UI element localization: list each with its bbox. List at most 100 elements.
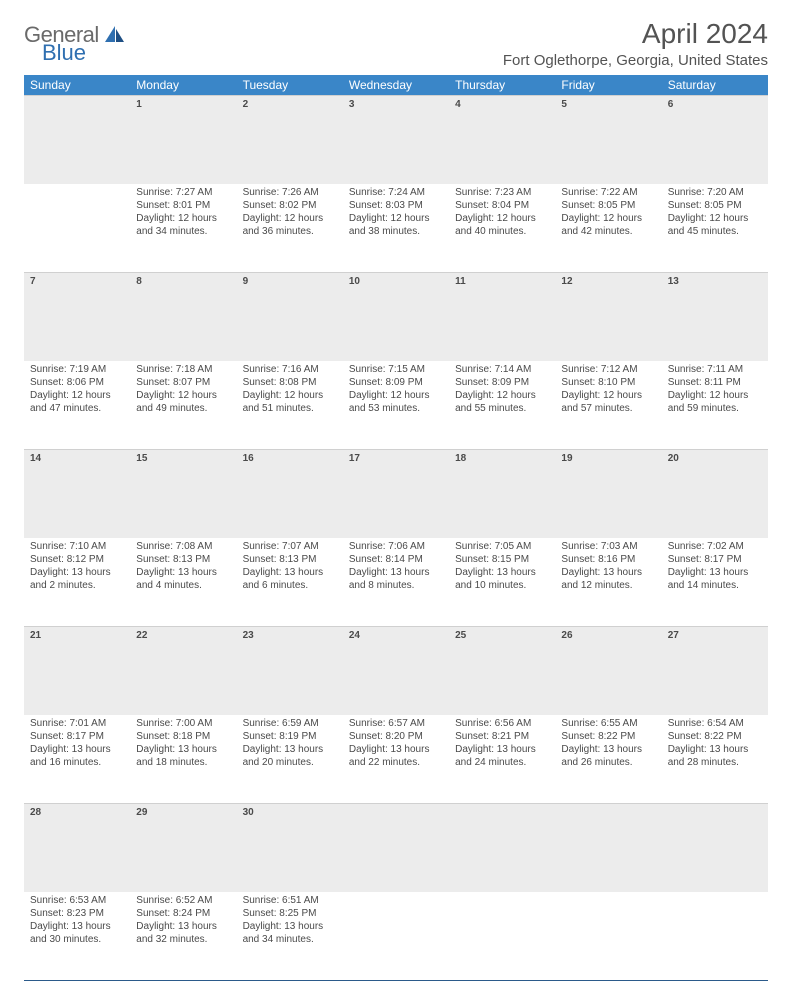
day-number-row: 21222324252627: [24, 627, 768, 716]
day-cell: Sunrise: 6:57 AMSunset: 8:20 PMDaylight:…: [343, 715, 449, 804]
sunset-line: Sunset: 8:01 PM: [136, 199, 230, 212]
day-cell: Sunrise: 7:19 AMSunset: 8:06 PMDaylight:…: [24, 361, 130, 450]
day-cell: Sunrise: 7:02 AMSunset: 8:17 PMDaylight:…: [662, 538, 768, 627]
sunrise-line: Sunrise: 7:01 AM: [30, 717, 124, 730]
day-cell: Sunrise: 7:14 AMSunset: 8:09 PMDaylight:…: [449, 361, 555, 450]
sunset-line: Sunset: 8:03 PM: [349, 199, 443, 212]
day-number: 6: [662, 96, 768, 185]
sunrise-line: Sunrise: 7:23 AM: [455, 186, 549, 199]
day-number: 23: [237, 627, 343, 716]
day-cell: Sunrise: 7:23 AMSunset: 8:04 PMDaylight:…: [449, 184, 555, 273]
week-row: Sunrise: 6:53 AMSunset: 8:23 PMDaylight:…: [24, 892, 768, 981]
day1-line: Daylight: 13 hours: [668, 743, 762, 756]
day-number: 3: [343, 96, 449, 185]
day-number: 21: [24, 627, 130, 716]
sunrise-line: Sunrise: 7:24 AM: [349, 186, 443, 199]
day-cell: [662, 892, 768, 981]
day-cell: Sunrise: 6:52 AMSunset: 8:24 PMDaylight:…: [130, 892, 236, 981]
day-number-row: 14151617181920: [24, 450, 768, 539]
sunrise-line: Sunrise: 7:10 AM: [30, 540, 124, 553]
day1-line: Daylight: 12 hours: [136, 389, 230, 402]
day-cell: Sunrise: 7:08 AMSunset: 8:13 PMDaylight:…: [130, 538, 236, 627]
sunset-line: Sunset: 8:12 PM: [30, 553, 124, 566]
day-header-row: Sunday Monday Tuesday Wednesday Thursday…: [24, 75, 768, 96]
day-number: 7: [24, 273, 130, 362]
day1-line: Daylight: 12 hours: [455, 389, 549, 402]
day-cell: [343, 892, 449, 981]
day-number: 1: [130, 96, 236, 185]
day2-line: and 38 minutes.: [349, 225, 443, 238]
sunrise-line: Sunrise: 7:16 AM: [243, 363, 337, 376]
sunrise-line: Sunrise: 7:08 AM: [136, 540, 230, 553]
sunset-line: Sunset: 8:25 PM: [243, 907, 337, 920]
day-cell: Sunrise: 6:54 AMSunset: 8:22 PMDaylight:…: [662, 715, 768, 804]
week-row: Sunrise: 7:01 AMSunset: 8:17 PMDaylight:…: [24, 715, 768, 804]
day-cell: Sunrise: 7:01 AMSunset: 8:17 PMDaylight:…: [24, 715, 130, 804]
day-cell: Sunrise: 7:12 AMSunset: 8:10 PMDaylight:…: [555, 361, 661, 450]
sunset-line: Sunset: 8:15 PM: [455, 553, 549, 566]
sunrise-line: Sunrise: 7:19 AM: [30, 363, 124, 376]
day-number: 27: [662, 627, 768, 716]
day-cell: Sunrise: 7:18 AMSunset: 8:07 PMDaylight:…: [130, 361, 236, 450]
day-header: Friday: [555, 75, 661, 96]
title-block: April 2024 Fort Oglethorpe, Georgia, Uni…: [503, 18, 768, 75]
day-cell: Sunrise: 7:00 AMSunset: 8:18 PMDaylight:…: [130, 715, 236, 804]
sunrise-line: Sunrise: 7:15 AM: [349, 363, 443, 376]
day-number: 26: [555, 627, 661, 716]
day-number: 5: [555, 96, 661, 185]
day2-line: and 32 minutes.: [136, 933, 230, 946]
day-cell: Sunrise: 7:24 AMSunset: 8:03 PMDaylight:…: [343, 184, 449, 273]
day-cell: Sunrise: 7:07 AMSunset: 8:13 PMDaylight:…: [237, 538, 343, 627]
day2-line: and 57 minutes.: [561, 402, 655, 415]
day-cell: Sunrise: 7:05 AMSunset: 8:15 PMDaylight:…: [449, 538, 555, 627]
day1-line: Daylight: 13 hours: [30, 920, 124, 933]
sunrise-line: Sunrise: 7:26 AM: [243, 186, 337, 199]
day1-line: Daylight: 12 hours: [243, 212, 337, 225]
day-cell: Sunrise: 7:11 AMSunset: 8:11 PMDaylight:…: [662, 361, 768, 450]
day-number: [449, 804, 555, 893]
day-cell: Sunrise: 7:20 AMSunset: 8:05 PMDaylight:…: [662, 184, 768, 273]
day-number: 19: [555, 450, 661, 539]
day2-line: and 30 minutes.: [30, 933, 124, 946]
day2-line: and 55 minutes.: [455, 402, 549, 415]
day1-line: Daylight: 12 hours: [243, 389, 337, 402]
day2-line: and 22 minutes.: [349, 756, 443, 769]
day-cell: Sunrise: 7:16 AMSunset: 8:08 PMDaylight:…: [237, 361, 343, 450]
day-number: [662, 804, 768, 893]
sunrise-line: Sunrise: 7:00 AM: [136, 717, 230, 730]
week-row: Sunrise: 7:10 AMSunset: 8:12 PMDaylight:…: [24, 538, 768, 627]
day-cell: Sunrise: 6:51 AMSunset: 8:25 PMDaylight:…: [237, 892, 343, 981]
day2-line: and 6 minutes.: [243, 579, 337, 592]
day1-line: Daylight: 13 hours: [30, 566, 124, 579]
sunrise-line: Sunrise: 6:54 AM: [668, 717, 762, 730]
day2-line: and 59 minutes.: [668, 402, 762, 415]
day-number: 13: [662, 273, 768, 362]
sunrise-line: Sunrise: 6:56 AM: [455, 717, 549, 730]
sunset-line: Sunset: 8:22 PM: [561, 730, 655, 743]
sunrise-line: Sunrise: 7:12 AM: [561, 363, 655, 376]
sunrise-line: Sunrise: 7:14 AM: [455, 363, 549, 376]
sunrise-line: Sunrise: 7:02 AM: [668, 540, 762, 553]
day1-line: Daylight: 13 hours: [561, 566, 655, 579]
day-cell: Sunrise: 6:55 AMSunset: 8:22 PMDaylight:…: [555, 715, 661, 804]
day-header: Tuesday: [237, 75, 343, 96]
day-cell: [449, 892, 555, 981]
sunset-line: Sunset: 8:16 PM: [561, 553, 655, 566]
day2-line: and 8 minutes.: [349, 579, 443, 592]
day1-line: Daylight: 12 hours: [136, 212, 230, 225]
day-cell: Sunrise: 6:53 AMSunset: 8:23 PMDaylight:…: [24, 892, 130, 981]
day1-line: Daylight: 13 hours: [668, 566, 762, 579]
day2-line: and 34 minutes.: [136, 225, 230, 238]
day-number: 25: [449, 627, 555, 716]
day1-line: Daylight: 12 hours: [668, 212, 762, 225]
sunset-line: Sunset: 8:22 PM: [668, 730, 762, 743]
day2-line: and 53 minutes.: [349, 402, 443, 415]
day2-line: and 4 minutes.: [136, 579, 230, 592]
day2-line: and 24 minutes.: [455, 756, 549, 769]
day2-line: and 16 minutes.: [30, 756, 124, 769]
sunrise-line: Sunrise: 6:51 AM: [243, 894, 337, 907]
day1-line: Daylight: 13 hours: [136, 566, 230, 579]
sunset-line: Sunset: 8:06 PM: [30, 376, 124, 389]
day-number: 30: [237, 804, 343, 893]
day1-line: Daylight: 13 hours: [243, 566, 337, 579]
